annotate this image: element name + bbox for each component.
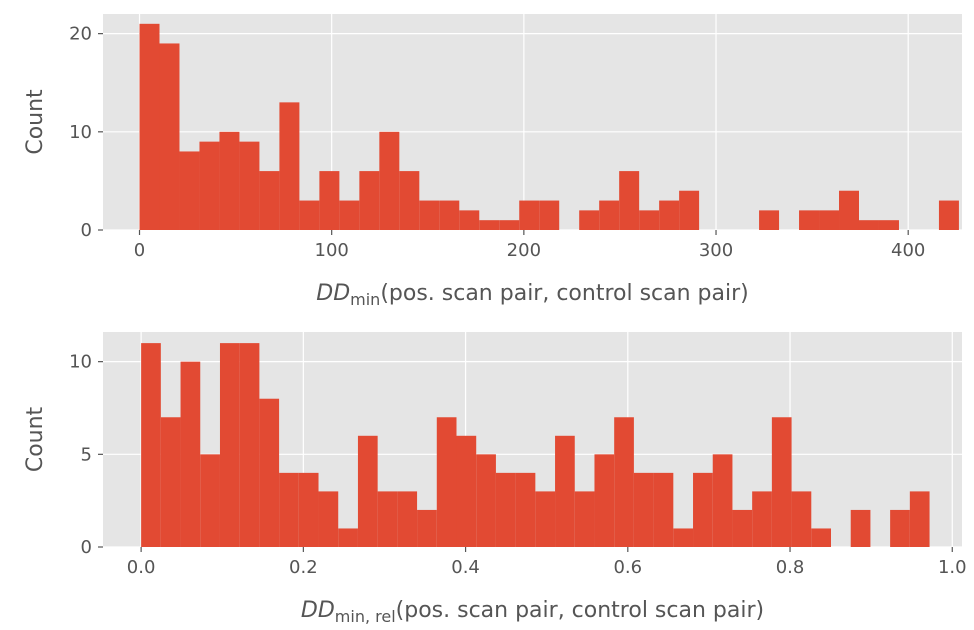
histogram-bar [579,210,600,230]
histogram-bar [819,210,840,230]
histogram-bar [499,220,520,230]
y-tick-label: 20 [69,24,92,45]
x-tick-label: 400 [891,240,925,261]
histogram-bar [160,417,181,547]
histogram-bar [379,131,400,230]
histogram-bar [858,220,879,230]
histogram-bar [219,131,240,230]
histogram-bar [479,220,500,230]
histogram-bar [279,102,300,230]
histogram-bar [439,200,460,230]
x-tick-label: 200 [507,240,541,261]
y-tick-label: 10 [69,122,92,143]
y-tick-label: 5 [81,444,92,465]
histogram-bar [659,200,680,230]
histogram-panel-bottom: 0.0 0.2 0.4 0.6 0.8 1.0 0 5 10 Count DDmin, rel(po… [23,332,967,626]
histogram-bar [712,454,733,547]
histogram-bar [259,398,280,547]
histogram-bar [200,454,220,547]
histogram-bar [909,491,930,547]
histogram-bar [180,361,201,547]
histogram-bar [614,417,634,547]
histogram-bar [878,220,899,230]
histogram-bar [594,454,615,547]
histogram-bar [539,200,560,230]
histogram-bar [239,343,260,547]
x-tick-label: 0 [134,240,145,261]
histogram-bar [752,491,772,547]
histogram-bar [259,171,280,230]
histogram-bar [599,200,620,230]
histogram-bar [299,200,320,230]
x-tick-label: 0.2 [289,557,318,578]
histogram-bar [459,210,480,230]
x-tick-label: 100 [315,240,349,261]
x-tick-label: 0.4 [451,557,480,578]
histogram-bar [639,210,660,230]
histogram-bar [619,171,640,230]
histogram-bar [890,509,910,547]
histogram-bar [219,343,240,547]
histogram-bar [759,210,780,230]
histogram-bar [850,509,871,547]
x-tick-label: 0.6 [613,557,642,578]
histogram-bar [339,200,360,230]
histogram-bar [239,141,260,230]
histogram-panel-top: 0 100 200 300 400 0 10 20 Count DDmin(pos. scan p… [23,14,962,309]
histogram-bar [633,472,654,547]
histogram-bar [811,528,832,547]
x-tick-label: 0.0 [127,557,156,578]
x-tick-label: 300 [699,240,733,261]
histogram-bar [279,472,299,547]
histogram-bar [574,491,595,547]
histogram-bar [318,491,339,547]
histogram-bar [515,472,536,547]
histogram-bar [456,435,477,547]
histogram-bar [555,435,575,547]
x-tick-label: 0.8 [776,557,805,578]
histogram-bar [417,509,437,547]
histogram-bar [399,171,420,230]
histogram-bar [357,435,378,547]
y-axis-label: Count [23,406,48,472]
x-axis-label: DDmin(pos. scan pair, control scan pair) [316,281,749,309]
histogram-bar [679,190,700,230]
histogram-bar [179,151,200,230]
histogram-bar [519,200,540,230]
histogram-bar [791,491,812,547]
histogram-bar [771,417,792,547]
y-axis-label: Count [23,89,48,155]
histogram-bar [799,210,820,230]
histogram-bar [673,528,694,547]
histogram-bar [732,509,753,547]
histogram-bar [436,417,457,547]
histogram-bar [397,491,418,547]
histogram-bar [839,190,859,230]
histogram-bar [419,200,440,230]
histogram-bar [476,454,496,547]
histogram-bar [535,491,556,547]
x-axis-label: DDmin, rel(pos. scan pair, control scan … [301,598,764,626]
histogram-bar [159,43,180,230]
histogram-bar [653,472,674,547]
y-tick-label: 0 [81,220,92,241]
histogram-bar [319,171,340,230]
y-tick-label: 10 [69,352,92,373]
x-tick-label: 1.0 [938,557,967,578]
histogram-bar [359,171,380,230]
histogram-bar [377,491,398,547]
y-tick-label: 0 [81,537,92,558]
histogram-bar [338,528,358,547]
histogram-bar [495,472,516,547]
histogram-bar [693,472,713,547]
histogram-bar [141,343,161,547]
histogram-bar [199,141,220,230]
histogram-bar [139,23,160,231]
histogram-bar [938,200,959,230]
histogram-bar [298,472,319,547]
